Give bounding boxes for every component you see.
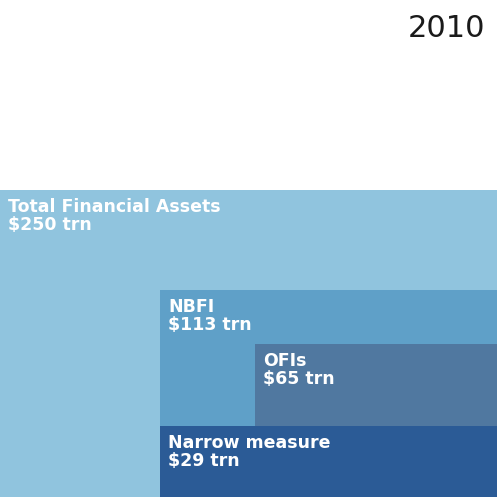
- Text: $65 trn: $65 trn: [263, 370, 335, 388]
- Text: $29 trn: $29 trn: [168, 452, 240, 470]
- Text: NBFI: NBFI: [168, 298, 214, 316]
- Text: OFIs: OFIs: [263, 352, 307, 370]
- Text: $113 trn: $113 trn: [168, 316, 251, 334]
- Bar: [0, 190, 497, 497]
- Text: $250 trn: $250 trn: [8, 216, 92, 234]
- Bar: [160, 290, 497, 497]
- Bar: [160, 426, 497, 497]
- Bar: [255, 344, 497, 444]
- Text: Narrow measure: Narrow measure: [168, 434, 331, 452]
- Text: Total Financial Assets: Total Financial Assets: [8, 198, 221, 216]
- Text: 2010: 2010: [408, 14, 485, 43]
